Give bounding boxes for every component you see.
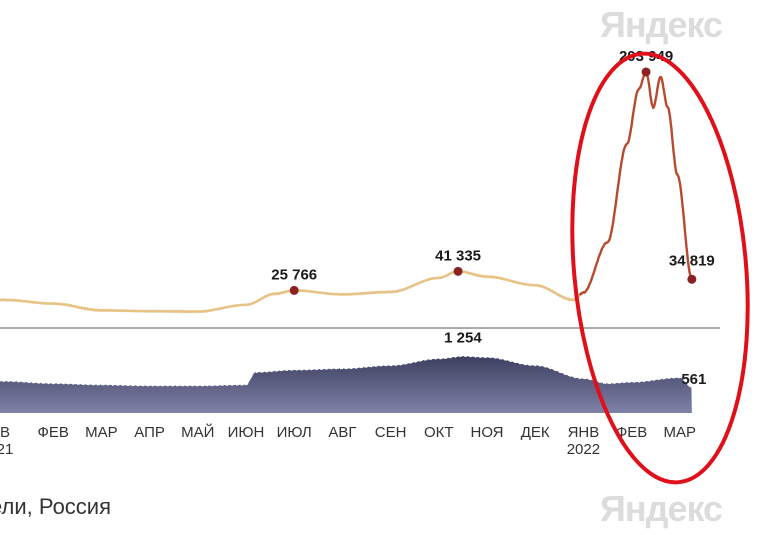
x-tick-label-1: ФЕВ [37, 424, 68, 441]
cases-data-label-3: 34 819 [669, 252, 715, 269]
deaths-data-label-0: 1 254 [444, 330, 482, 347]
x-tick-label-11: ДЕК [521, 424, 550, 441]
x-tick-label-6: ИЮЛ [277, 424, 312, 441]
cases-marker-3 [687, 274, 697, 284]
cases-marker-1 [453, 266, 463, 276]
x-tick-label-2: МАР [85, 424, 118, 441]
x-tick-label-7: АВГ [328, 424, 356, 441]
cases-line-peak [578, 70, 693, 296]
x-tick-sublabel-12: 2022 [567, 441, 600, 458]
x-tick-sublabel-0: 21 [0, 441, 13, 458]
x-tick-label-8: СЕН [375, 424, 407, 441]
x-tick-label-10: НОЯ [470, 424, 503, 441]
deaths-area [0, 355, 692, 413]
cases-marker-0 [289, 285, 299, 295]
x-tick-label-4: МАЙ [181, 423, 214, 441]
x-tick-label-12: ЯНВ [568, 424, 600, 441]
chart-caption: ели, Россия [0, 494, 111, 519]
x-tick-label-13: ФЕВ [616, 424, 647, 441]
x-tick-label-3: АПР [134, 424, 165, 441]
x-tick-label-5: ИЮН [228, 424, 265, 441]
cases-data-label-2: 203 949 [619, 48, 673, 65]
x-tick-label-14: МАР [664, 424, 697, 441]
cases-line [0, 269, 582, 314]
cases-data-label-0: 25 766 [271, 266, 317, 283]
cases-data-label-1: 41 335 [435, 247, 481, 264]
yandex-watermark-bottom: Яндекс [600, 488, 723, 529]
highlight-ellipse [570, 51, 750, 485]
x-tick-label-9: ОКТ [424, 424, 454, 441]
yandex-watermark-top: Яндекс [600, 4, 723, 45]
deaths-data-label-1: 561 [681, 371, 706, 388]
cases-marker-2 [641, 67, 651, 77]
x-tick-label-0: В [0, 424, 10, 441]
